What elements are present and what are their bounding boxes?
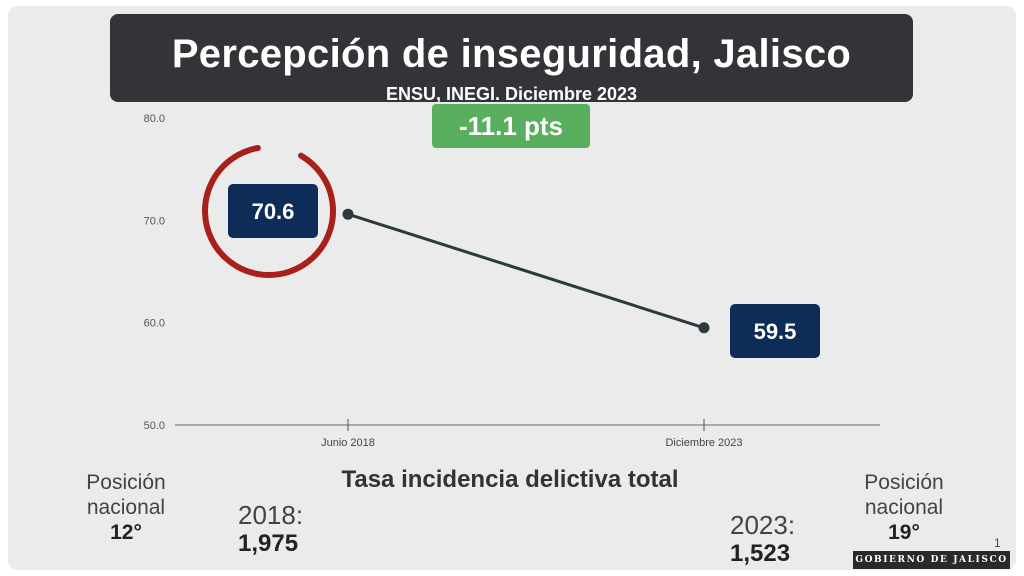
x-tick-label: Junio 2018 (321, 437, 375, 449)
right-incidence: 2023: 1,523 (730, 510, 795, 568)
y-tick-label: 50.0 (144, 420, 165, 432)
right-position-rank: 19° (888, 521, 920, 544)
chart-title: Percepción de inseguridad, Jalisco (171, 32, 852, 76)
value-label-box (730, 304, 820, 358)
highlight-ring (202, 145, 336, 278)
right-incidence-value: 1,523 (730, 540, 791, 567)
series-line (347, 212, 705, 330)
data-point (698, 322, 710, 334)
y-tick-label: 70.0 (144, 215, 165, 227)
left-incidence: 2018: 1,975 (238, 500, 303, 558)
x-tick-label: Diciembre 2023 (665, 437, 742, 449)
left-position-label: Posición nacional (86, 471, 166, 519)
value-label: 59.5 (754, 319, 797, 344)
title-bar: Percepción de inseguridad, Jalisco ENSU,… (110, 14, 913, 104)
gobierno-jalisco-logo: GOBIERNO DE JALISCO (853, 551, 1010, 569)
right-incidence-year: 2023: (730, 510, 796, 540)
change-badge: -11.1 pts (432, 104, 590, 148)
left-national-position: Posición nacional 12° (78, 470, 174, 545)
value-label: 70.6 (252, 199, 295, 224)
left-position-rank: 12° (110, 521, 142, 544)
data-point (342, 208, 354, 220)
left-incidence-year: 2018: (238, 500, 304, 530)
right-national-position: Posición nacional 19° (852, 470, 956, 545)
right-position-label: Posición nacional (864, 471, 944, 519)
y-tick-label: 80.0 (144, 113, 165, 125)
page-number: 1 (994, 536, 1001, 550)
y-tick-label: 60.0 (144, 318, 165, 330)
chart-subtitle: ENSU, INEGI. Diciembre 2023 (385, 84, 638, 104)
incidence-title: Tasa incidencia delictiva total (341, 466, 679, 493)
value-label-box (228, 184, 318, 238)
left-incidence-value: 1,975 (238, 530, 299, 557)
